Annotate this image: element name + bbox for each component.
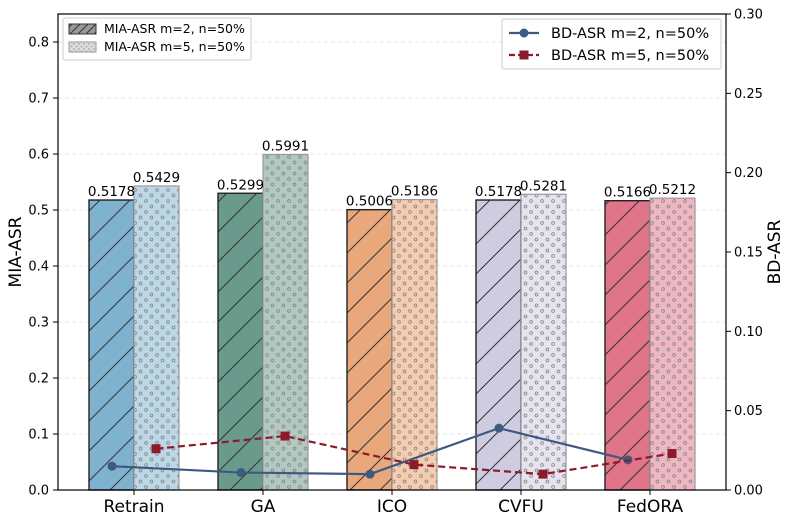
x-axis-ticks: Retrain GA ICO CVFU FedORA xyxy=(103,490,683,517)
line-bd-m5 xyxy=(155,434,673,476)
bar-mia-m5-dots xyxy=(391,198,438,491)
marker-bd-m5 xyxy=(151,444,161,454)
bar-mia-m5-dots xyxy=(133,185,180,491)
legend-marker-bd-m5 xyxy=(519,50,529,60)
bar-mia-m2-hatch xyxy=(604,200,651,491)
line-legend: BD-ASR m=2, n=50% BD-ASR m=5, n=50% xyxy=(501,18,722,70)
bar-legend-box xyxy=(62,17,252,61)
data-label-mia-m2: 0.5006 xyxy=(346,194,393,210)
left-tick-label: 0.4 xyxy=(28,260,49,275)
right-axis-title: BD-ASR xyxy=(765,219,785,284)
left-tick-label: 0.0 xyxy=(28,484,49,499)
legend-swatch-m2 xyxy=(68,23,97,35)
data-label-mia-m5: 0.5212 xyxy=(649,182,696,198)
data-label-mia-m5: 0.5429 xyxy=(133,170,180,186)
x-category-label: FedORA xyxy=(617,497,684,517)
right-tick-label: 0.05 xyxy=(734,404,763,419)
left-tick-label: 0.7 xyxy=(28,92,49,107)
left-tick-label: 0.2 xyxy=(28,372,49,387)
marker-bd-m5 xyxy=(280,431,290,441)
marker-bd-m5 xyxy=(538,469,548,479)
data-label-mia-m5: 0.5281 xyxy=(520,178,567,194)
marker-bd-m5 xyxy=(409,460,419,470)
bar-mia-m2-hatch xyxy=(88,199,135,491)
left-tick-label: 0.3 xyxy=(28,316,49,331)
bar-mia-m2-hatch xyxy=(346,208,393,491)
marker-bd-m2 xyxy=(494,423,504,433)
left-tick-label: 0.6 xyxy=(28,148,49,163)
bars xyxy=(88,153,696,491)
right-tick-label: 0.30 xyxy=(734,8,763,23)
left-tick-label: 0.1 xyxy=(28,428,49,443)
legend-swatch-m5 xyxy=(68,41,97,53)
marker-bd-m2 xyxy=(107,461,117,471)
right-tick-label: 0.25 xyxy=(734,87,763,102)
x-category-label: CVFU xyxy=(498,497,544,517)
x-category-label: Retrain xyxy=(103,497,164,517)
marker-bd-m2 xyxy=(236,468,246,478)
marker-bd-m2 xyxy=(365,469,375,479)
data-label-mia-m2: 0.5178 xyxy=(88,184,135,200)
bd-asr-lines xyxy=(107,423,677,479)
bar-legend: MIA-ASR m=2, n=50% MIA-ASR m=5, n=50% xyxy=(62,17,252,61)
left-tick-label: 0.5 xyxy=(28,204,49,219)
legend-label-mia-m5: MIA-ASR m=5, n=50% xyxy=(104,39,245,54)
left-tick-label: 0.8 xyxy=(28,36,49,51)
data-label-mia-m2: 0.5166 xyxy=(604,185,651,201)
marker-bd-m5 xyxy=(667,449,677,459)
data-label-mia-m5: 0.5186 xyxy=(391,184,438,200)
right-axis-ticks: 0.00 0.05 0.10 0.15 0.20 0.25 0.30 xyxy=(726,8,763,499)
right-tick-label: 0.00 xyxy=(734,484,763,499)
line-legend-box xyxy=(501,18,722,70)
legend-label-mia-m2: MIA-ASR m=2, n=50% xyxy=(104,21,245,36)
data-label-mia-m2: 0.5178 xyxy=(475,184,522,200)
bar-mia-m2-hatch xyxy=(217,192,264,491)
bar-mia-m5-dots xyxy=(520,193,567,491)
legend-label-bd-m5: BD-ASR m=5, n=50% xyxy=(551,48,709,64)
data-label-mia-m2: 0.5299 xyxy=(217,177,264,193)
legend-label-bd-m2: BD-ASR m=2, n=50% xyxy=(551,26,709,42)
x-category-label: ICO xyxy=(377,497,407,517)
x-category-label: GA xyxy=(251,497,276,517)
legend-marker-bd-m2 xyxy=(519,28,529,38)
left-axis-title: MIA-ASR xyxy=(6,216,26,287)
left-axis-ticks: 0.0 0.1 0.2 0.3 0.4 0.5 0.6 0.7 0.8 xyxy=(28,36,58,499)
right-tick-label: 0.20 xyxy=(734,166,763,181)
bar-mia-m5-dots xyxy=(649,197,696,491)
right-tick-label: 0.10 xyxy=(734,325,763,340)
right-tick-label: 0.15 xyxy=(734,246,763,261)
data-label-mia-m5: 0.5991 xyxy=(262,139,309,155)
bar-mia-m2-hatch xyxy=(475,199,522,491)
